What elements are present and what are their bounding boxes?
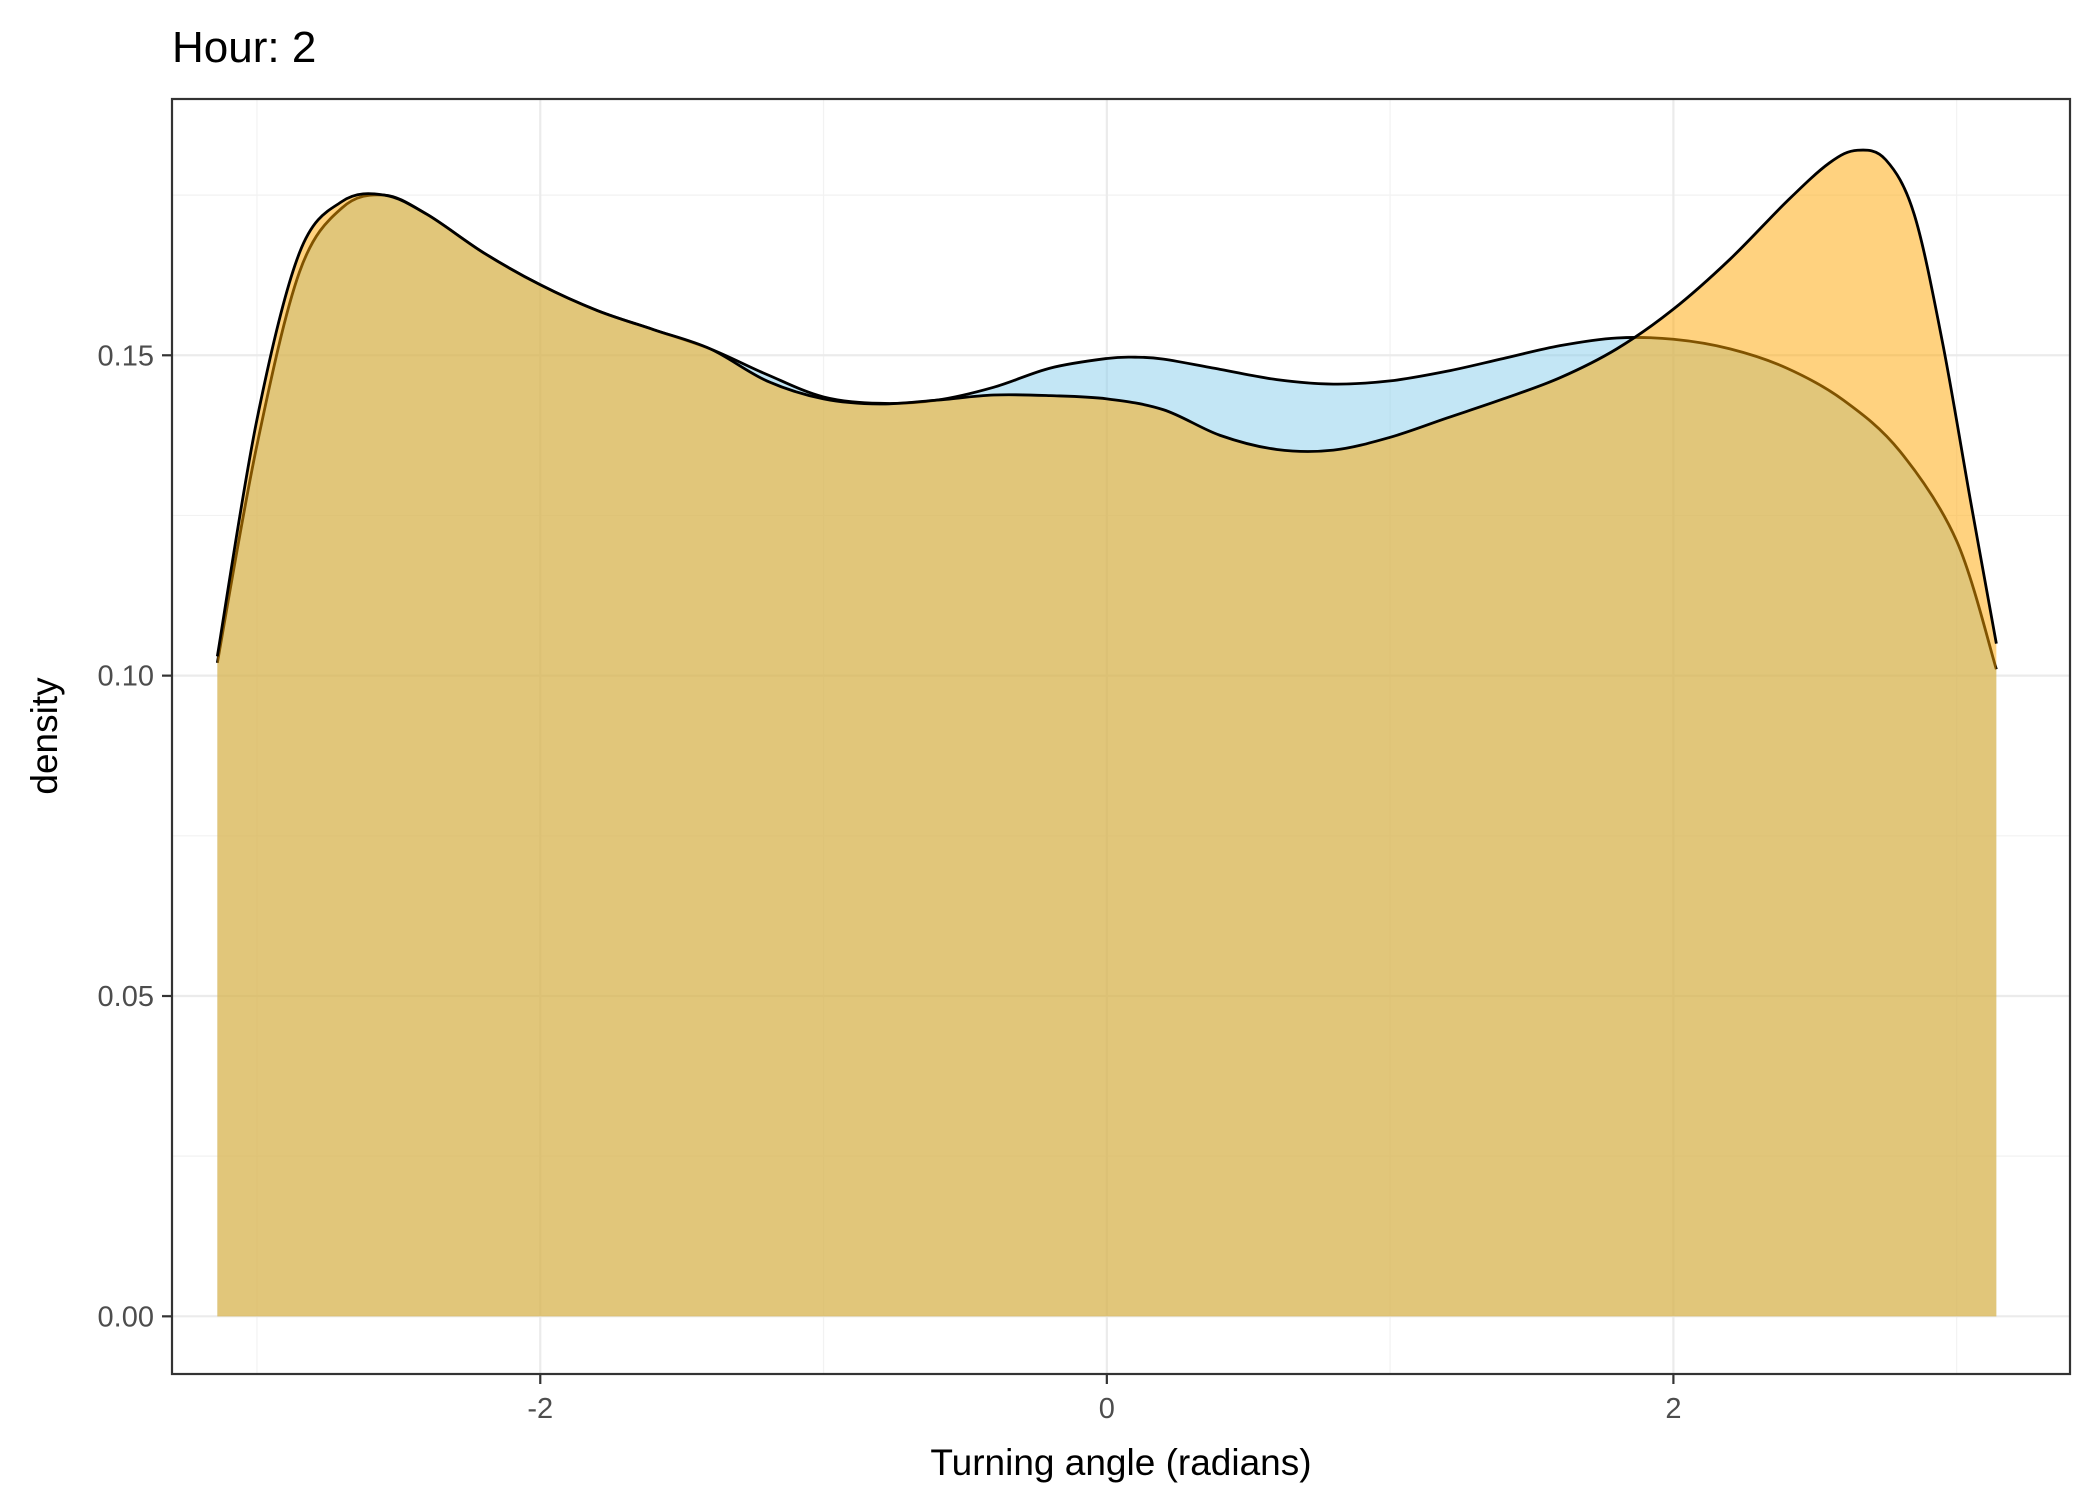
x-tick-label: 2 <box>1665 1393 1681 1425</box>
chart-title: Hour: 2 <box>172 23 316 72</box>
y-tick-label: 0.00 <box>98 1301 154 1333</box>
x-tick-label: -2 <box>527 1393 553 1425</box>
x-tick-label: 0 <box>1099 1393 1115 1425</box>
density-areas <box>215 148 1998 1317</box>
x-axis: -2 0 2 <box>527 1374 1681 1425</box>
density-area-2 <box>217 150 1997 1317</box>
y-axis: 0.00 0.05 0.10 0.15 <box>98 340 172 1333</box>
y-tick-label: 0.05 <box>98 981 154 1013</box>
y-tick-label: 0.15 <box>98 340 154 372</box>
panel-border <box>170 97 2072 1376</box>
x-axis-title: Turning angle (radians) <box>930 1442 1311 1483</box>
y-axis-title: density <box>24 677 65 795</box>
density-curve-2 <box>215 148 1998 657</box>
y-tick-label: 0.10 <box>98 661 154 693</box>
